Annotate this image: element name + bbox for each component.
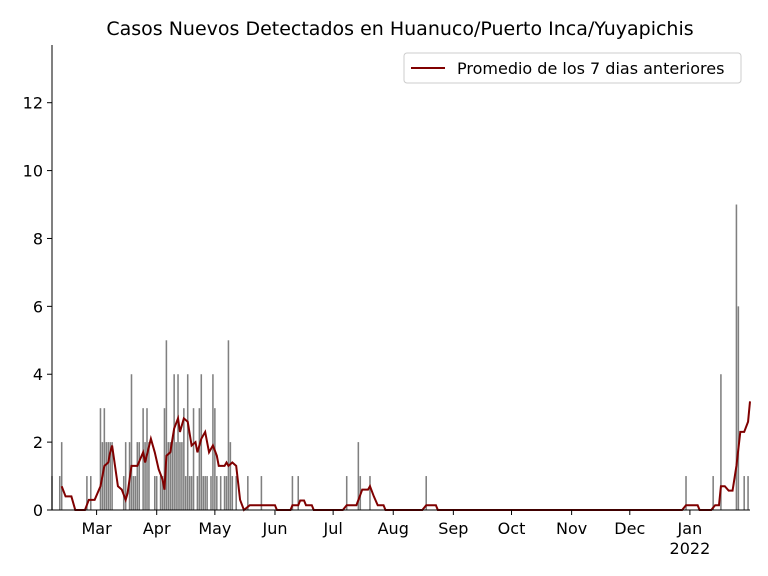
line <box>60 401 751 512</box>
bar <box>99 408 102 510</box>
bar <box>169 442 172 510</box>
bar <box>155 476 158 510</box>
bar <box>148 442 150 510</box>
bar <box>712 476 714 510</box>
bar <box>144 442 146 510</box>
bar <box>86 476 88 510</box>
bar <box>198 408 201 510</box>
bar <box>297 476 300 510</box>
bar <box>188 476 191 510</box>
bar <box>227 340 230 510</box>
legend-label: Promedio de los 7 dias anteriores <box>457 59 724 78</box>
bar <box>737 306 740 510</box>
bar <box>216 476 218 510</box>
legend: Promedio de los 7 dias anteriores <box>403 52 742 84</box>
bar <box>132 476 135 510</box>
bar <box>206 476 208 510</box>
x-tick-label-line: 2022 <box>670 539 711 558</box>
bar <box>235 476 237 510</box>
bar <box>60 442 63 510</box>
x-tick-label: Mar <box>82 519 113 538</box>
x-tick-label: May <box>198 519 231 538</box>
bar <box>190 476 193 510</box>
bar <box>181 442 183 510</box>
bar <box>159 476 162 510</box>
bar <box>214 408 216 510</box>
bar <box>192 408 195 510</box>
bar <box>185 476 187 510</box>
x-tick-label: Apr <box>143 519 171 538</box>
x-tick-label: Jul <box>322 519 342 538</box>
bar <box>173 374 175 510</box>
bar <box>136 442 139 510</box>
bar <box>161 476 164 510</box>
y-tick-label: 6 <box>33 297 43 316</box>
bar <box>720 374 722 510</box>
bar <box>130 374 133 510</box>
legend-box <box>403 52 742 84</box>
y-tick-label: 12 <box>23 94 43 113</box>
bar <box>225 476 228 510</box>
bar <box>219 476 222 510</box>
bar <box>107 442 110 510</box>
bar <box>163 408 166 510</box>
x-tick-label: Jun <box>261 519 287 538</box>
bar <box>109 442 111 510</box>
bar <box>212 374 214 510</box>
bar <box>134 476 137 510</box>
bar <box>111 442 113 510</box>
bar <box>247 476 249 510</box>
y-tick-label: 2 <box>33 433 43 452</box>
bar <box>743 476 745 510</box>
bar <box>153 476 156 510</box>
bar <box>291 476 294 510</box>
bar <box>747 476 749 510</box>
bar <box>202 476 205 510</box>
bar <box>165 340 168 510</box>
x-tick-label-line: Jan <box>677 519 703 538</box>
bar <box>196 476 199 510</box>
bar <box>179 442 181 510</box>
bar <box>260 476 263 510</box>
bar <box>58 476 61 510</box>
y-tick-label: 10 <box>23 162 43 181</box>
bar <box>231 476 234 510</box>
bar <box>183 408 185 510</box>
bar <box>210 476 212 510</box>
x-tick-label: Nov <box>556 519 587 538</box>
y-tick-label: 0 <box>33 501 43 520</box>
x-tick-label: Sep <box>438 519 468 538</box>
chart-title: Casos Nuevos Detectados en Huanuco/Puert… <box>106 18 693 40</box>
bar <box>105 442 108 510</box>
y-tick-label: 4 <box>33 365 43 384</box>
bar <box>171 442 173 510</box>
bar <box>345 476 348 510</box>
x-tick-label: Dec <box>614 519 645 538</box>
bar <box>142 408 144 510</box>
bar <box>425 476 427 510</box>
bar <box>138 442 141 510</box>
x-tick-label: Aug <box>378 519 409 538</box>
y-tick-label: 8 <box>33 229 43 248</box>
bar <box>369 476 371 510</box>
bar <box>103 408 106 510</box>
bar <box>204 476 206 510</box>
bar <box>90 476 92 510</box>
bar <box>735 204 738 510</box>
bar <box>685 476 687 510</box>
bar <box>167 442 170 510</box>
x-tick-label: Oct <box>498 519 526 538</box>
bar <box>177 374 179 510</box>
bar <box>124 442 127 510</box>
bar <box>186 374 189 510</box>
bar <box>146 408 148 510</box>
bar <box>175 442 177 510</box>
bar <box>357 442 360 510</box>
bar <box>223 476 226 510</box>
x-tick-label: Jan 2022 <box>670 519 711 558</box>
bar <box>229 442 232 510</box>
